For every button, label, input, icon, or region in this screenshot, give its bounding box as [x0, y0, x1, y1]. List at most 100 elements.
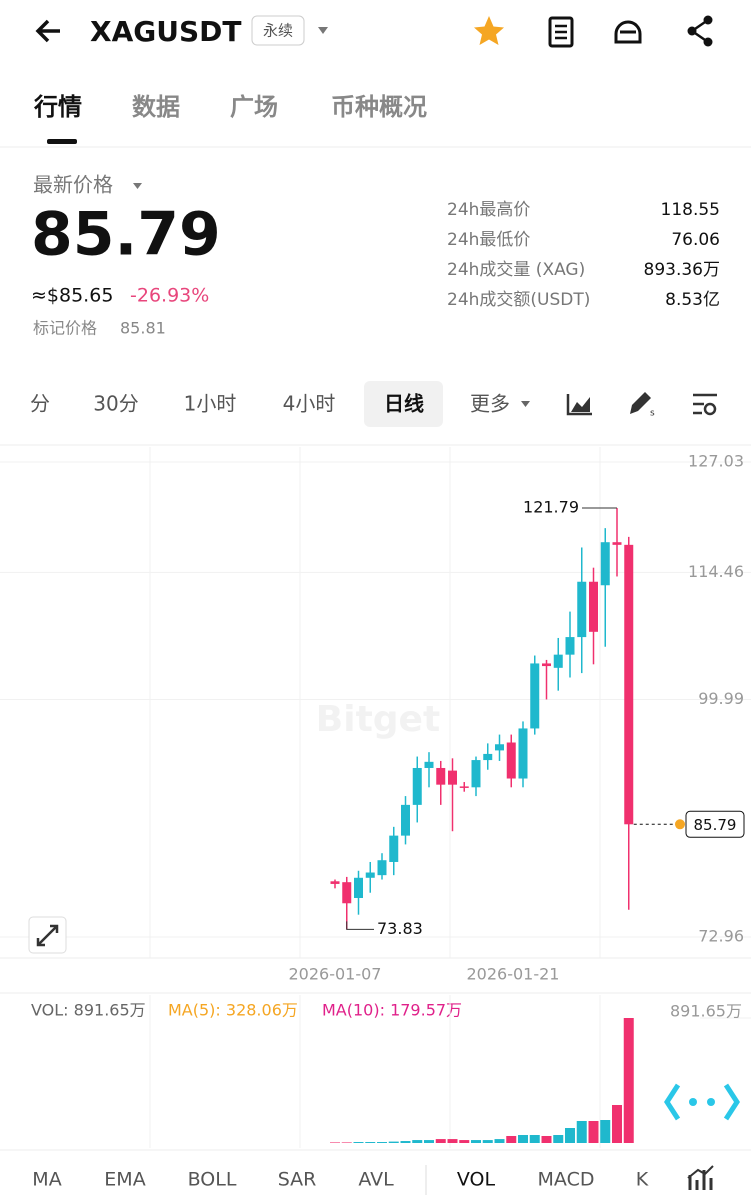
indicator[interactable]: AVL — [358, 1169, 394, 1191]
watermark: Bitget — [316, 699, 440, 740]
candle-body — [471, 760, 481, 788]
timeframe-active-bg — [364, 381, 443, 427]
candle-body — [530, 663, 540, 729]
candle-body — [342, 882, 352, 904]
volume-bar — [518, 1135, 528, 1143]
tab[interactable]: 广场 — [230, 93, 278, 121]
price-label: 最新价格 — [33, 173, 113, 197]
book-icon[interactable] — [548, 16, 574, 48]
last-price-dot — [675, 819, 685, 830]
volume-bar — [459, 1140, 470, 1143]
indicator-settings-icon[interactable] — [687, 1165, 714, 1190]
volume-bar — [494, 1139, 505, 1143]
volume-bar — [388, 1141, 399, 1143]
star-icon[interactable] — [474, 16, 504, 45]
volume-bar — [377, 1142, 387, 1143]
volume-bar — [447, 1139, 458, 1143]
back-icon[interactable] — [35, 19, 60, 43]
high-annotation: 121.79 — [523, 498, 579, 517]
indicator[interactable]: BOLL — [188, 1169, 237, 1191]
annotation-line — [346, 921, 374, 930]
svg-text:s: s — [650, 409, 655, 419]
timeframe[interactable]: 分 — [30, 392, 50, 416]
candle-body — [401, 804, 410, 836]
tab[interactable]: 行情 — [33, 93, 82, 121]
tab[interactable]: 币种概况 — [331, 93, 427, 121]
indicator[interactable]: MA — [32, 1169, 61, 1191]
share-icon[interactable] — [687, 15, 713, 47]
tab[interactable]: 数据 — [132, 93, 180, 121]
chart-type-icon[interactable] — [566, 394, 592, 416]
volume-bar — [506, 1135, 517, 1143]
badge: 永续 — [263, 22, 293, 40]
indicator[interactable]: SAR — [278, 1169, 317, 1191]
volume-bar — [365, 1142, 376, 1143]
volume-bar — [424, 1140, 434, 1143]
floating-icon[interactable] — [664, 1083, 740, 1121]
volume-bar — [623, 1018, 634, 1143]
volume-bar — [529, 1135, 540, 1143]
ma10-label: MA(10): 179.57万 — [322, 1001, 462, 1020]
draw-icon[interactable]: s — [630, 392, 655, 419]
stat-value: 893.36万 — [644, 260, 720, 280]
x-tick-label: 2026-01-21 — [467, 965, 560, 984]
candle-body — [565, 637, 575, 655]
candle-body — [589, 581, 598, 632]
volume-bar — [600, 1120, 611, 1143]
candle-body — [354, 877, 363, 898]
candle-body — [542, 663, 551, 667]
timeframe[interactable]: 30分 — [93, 392, 138, 416]
volume-bar — [400, 1141, 411, 1143]
low-annotation: 73.83 — [377, 919, 423, 938]
usd-price: ≈$85.65 — [31, 285, 113, 307]
vol-tick-label: 891.65万 — [670, 1002, 742, 1021]
last-price: 85.79 — [31, 200, 221, 270]
volume-bar — [353, 1142, 364, 1143]
candle-body — [518, 728, 528, 779]
expand-button[interactable] — [28, 916, 67, 954]
candle-body — [577, 581, 587, 638]
last-price-box — [685, 810, 745, 838]
volume-bar — [541, 1135, 552, 1143]
y-tick-label: 72.96 — [698, 927, 744, 946]
change: -26.93% — [130, 285, 209, 307]
timeframe[interactable]: 日线 — [384, 392, 424, 416]
candle-body — [459, 786, 469, 788]
y-tick-label: 99.99 — [698, 689, 744, 708]
dropdown-icon[interactable] — [521, 401, 530, 407]
stat-label: 24h成交量 (XAG) — [447, 260, 585, 280]
indicator[interactable]: VOL — [457, 1169, 496, 1191]
volume-bar — [435, 1139, 446, 1143]
dropdown-icon[interactable] — [133, 183, 142, 189]
stat-label: 24h最低价 — [447, 230, 530, 250]
indicator[interactable]: K — [636, 1169, 649, 1191]
volume-bar — [330, 1142, 340, 1143]
settings-icon[interactable] — [693, 393, 717, 416]
candle-body — [612, 542, 622, 545]
volume-bar — [612, 1105, 622, 1143]
timeframe[interactable]: 4小时 — [283, 392, 336, 416]
face-icon[interactable] — [614, 20, 642, 44]
indicator[interactable]: EMA — [104, 1169, 145, 1191]
dropdown-icon[interactable] — [318, 27, 328, 34]
candle-body — [389, 835, 399, 862]
stat-value: 8.53亿 — [665, 290, 720, 310]
symbol: XAGUSDT — [90, 15, 241, 48]
indicator[interactable]: MACD — [538, 1169, 595, 1191]
volume-bar — [553, 1135, 564, 1143]
timeframe[interactable]: 1小时 — [184, 392, 237, 416]
candle-body — [448, 770, 457, 785]
y-tick-label: 114.46 — [688, 562, 744, 581]
candle-body — [412, 767, 422, 805]
stat-value: 76.06 — [671, 230, 720, 250]
candle-body — [600, 542, 610, 586]
badge-box — [251, 15, 305, 46]
candle-body — [553, 654, 563, 668]
candle-body — [365, 872, 375, 878]
kline-chart: Bitget 72.96 99.99 114.46 127.03 121.79 73.83 8… — [0, 447, 751, 1148]
timeframe[interactable]: 更多 — [470, 392, 510, 416]
stat-label: 24h最高价 — [447, 200, 530, 220]
volume-bar — [576, 1120, 587, 1143]
candle-body — [377, 860, 387, 876]
